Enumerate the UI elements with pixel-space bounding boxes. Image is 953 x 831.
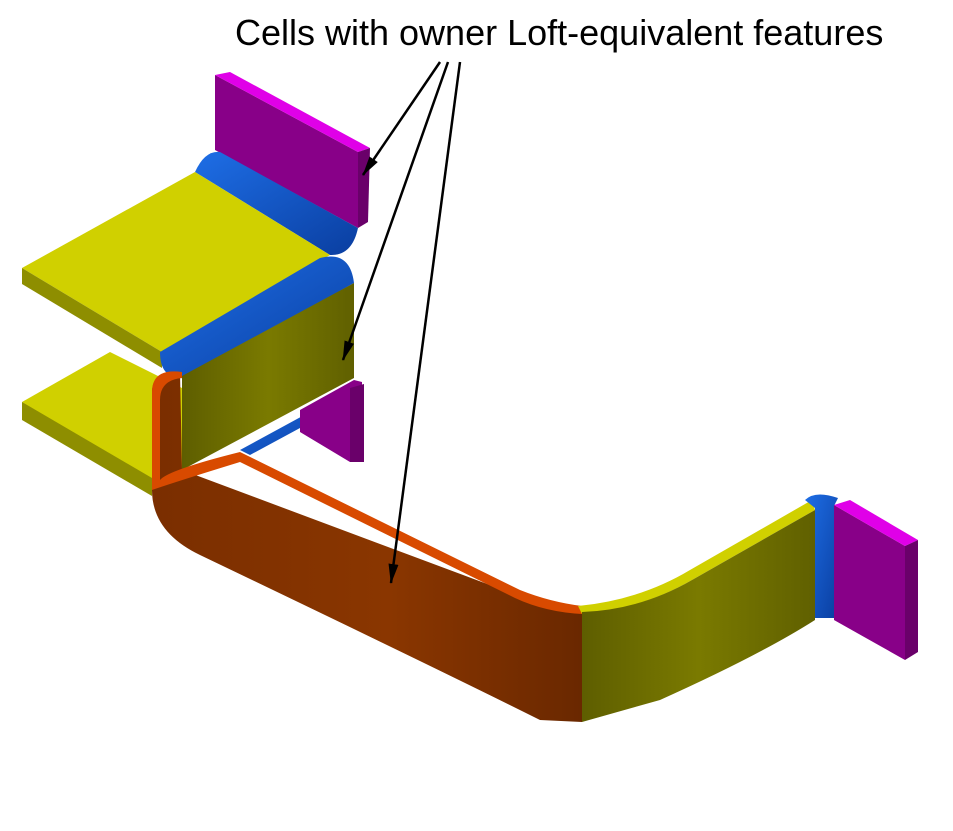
right-section: [578, 494, 918, 722]
curved-wall: [152, 371, 582, 722]
right-flange-edge: [905, 540, 918, 660]
upper-plate-top: [22, 172, 330, 352]
top-flange-edge: [358, 148, 370, 228]
upper-assembly: [22, 72, 370, 496]
arrow-to-curved-wall: [388, 61, 462, 584]
top-bend-fillet: [195, 151, 358, 256]
right-wall-face: [582, 510, 815, 722]
arrow-to-vertical-wall: [341, 61, 450, 361]
lower-flange-side: [300, 380, 362, 462]
middle-bend-fillet: [160, 256, 354, 379]
upper-plate-edge: [22, 268, 162, 368]
vertical-wall: [182, 283, 354, 470]
right-bend-fillet: [805, 494, 838, 618]
annotation-label: Cells with owner Loft-equivalent feature…: [235, 12, 883, 53]
top-flange-side: [215, 75, 358, 228]
arrow-to-top-flange: [361, 61, 442, 176]
right-flange-side: [834, 505, 905, 660]
annotation-arrows: [341, 61, 462, 584]
right-flange-top: [834, 500, 918, 546]
curved-wall-face: [152, 372, 582, 722]
lower-flange-edge: [350, 384, 364, 462]
lower-plate-edge: [22, 402, 152, 496]
top-flange-top: [215, 72, 370, 152]
lower-plate-top: [22, 352, 182, 490]
